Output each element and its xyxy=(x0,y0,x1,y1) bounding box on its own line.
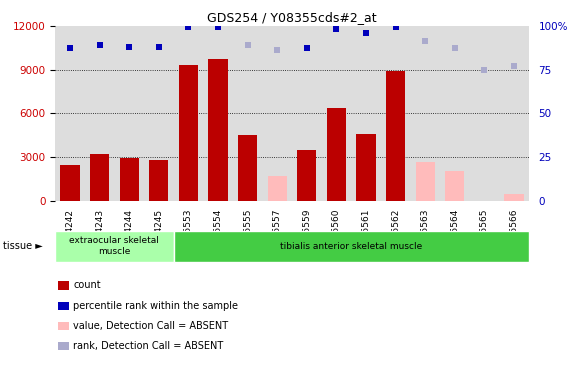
Bar xyxy=(149,160,168,201)
Bar xyxy=(179,65,198,201)
Text: tissue ►: tissue ► xyxy=(3,241,42,251)
Bar xyxy=(209,59,228,201)
Text: count: count xyxy=(73,280,101,291)
Bar xyxy=(238,135,257,201)
Bar xyxy=(90,154,109,201)
Text: value, Detection Call = ABSENT: value, Detection Call = ABSENT xyxy=(73,321,228,331)
Text: percentile rank within the sample: percentile rank within the sample xyxy=(73,300,238,311)
Bar xyxy=(386,71,405,201)
Bar xyxy=(445,171,464,201)
Bar xyxy=(55,231,174,262)
Bar xyxy=(297,150,317,201)
Title: GDS254 / Y08355cds#2_at: GDS254 / Y08355cds#2_at xyxy=(207,11,376,25)
Bar xyxy=(504,194,523,201)
Text: extraocular skeletal
muscle: extraocular skeletal muscle xyxy=(70,236,159,256)
Text: rank, Detection Call = ABSENT: rank, Detection Call = ABSENT xyxy=(73,341,224,351)
Bar xyxy=(174,231,529,262)
Bar xyxy=(267,176,287,201)
Bar xyxy=(327,108,346,201)
Bar xyxy=(60,165,80,201)
Bar xyxy=(356,134,375,201)
Bar xyxy=(120,158,139,201)
Bar xyxy=(415,162,435,201)
Text: tibialis anterior skeletal muscle: tibialis anterior skeletal muscle xyxy=(280,242,422,251)
